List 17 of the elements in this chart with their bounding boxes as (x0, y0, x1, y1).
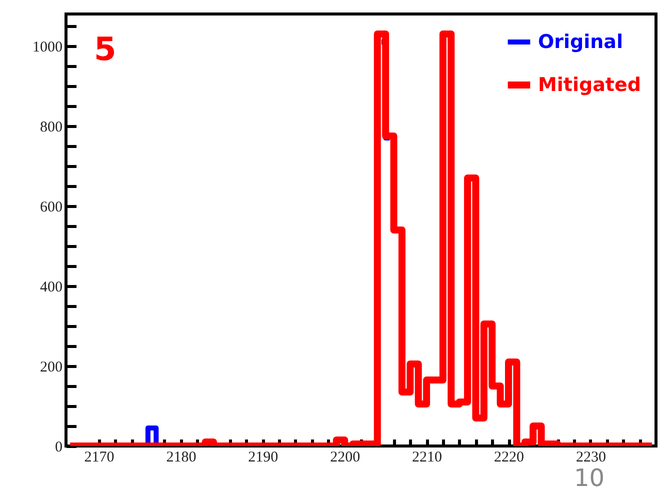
y-tick-label: 800 (40, 120, 62, 136)
x-tick-label: 2220 (494, 450, 524, 466)
y-tick-label: 200 (40, 360, 62, 376)
x-tick-label: 2200 (330, 450, 360, 466)
y-tick-label: 0 (55, 440, 62, 456)
x-tick-label: 2190 (248, 450, 278, 466)
legend-label: Original (538, 31, 624, 53)
y-tick-label: 1000 (32, 40, 62, 56)
text: 10 (574, 464, 605, 492)
x-tick-label: 2180 (166, 450, 196, 466)
x-tick-label: 2210 (412, 450, 442, 466)
y-tick-label: 400 (40, 280, 62, 296)
y-tick-label: 600 (40, 200, 62, 216)
x-tick-label: 2230 (576, 450, 606, 466)
x-tick-label: 2170 (84, 450, 114, 466)
legend-label: Mitigated (538, 74, 642, 96)
annotation: 5 (94, 30, 116, 68)
